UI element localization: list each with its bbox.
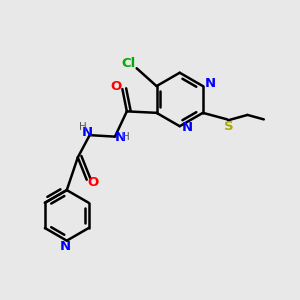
Text: O: O: [88, 176, 99, 189]
Text: N: N: [82, 126, 93, 139]
Text: S: S: [224, 120, 234, 133]
Text: N: N: [60, 239, 71, 253]
Text: N: N: [115, 131, 126, 144]
Text: H: H: [122, 132, 130, 142]
Text: N: N: [205, 77, 216, 90]
Text: O: O: [110, 80, 122, 93]
Text: N: N: [182, 121, 193, 134]
Text: Cl: Cl: [122, 57, 136, 70]
Text: H: H: [79, 122, 87, 132]
